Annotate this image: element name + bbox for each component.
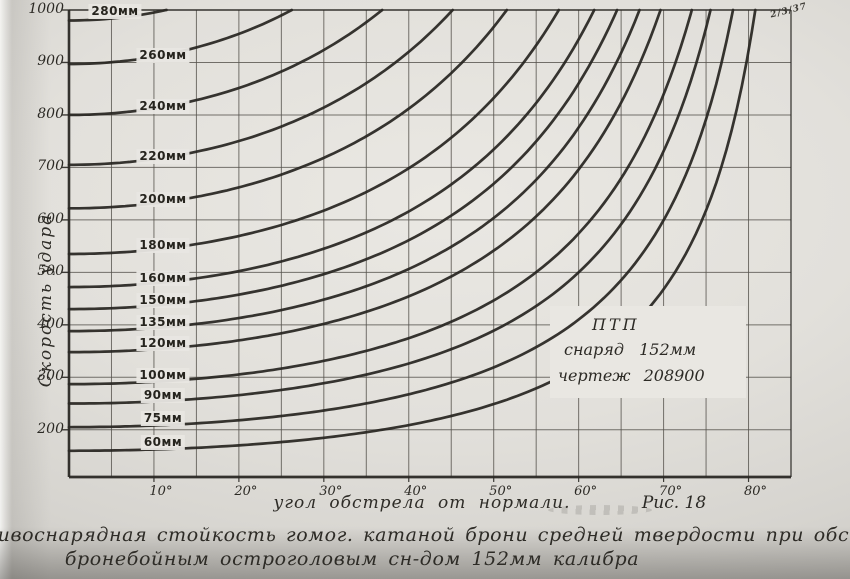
figure-number: Рис. 18 xyxy=(641,493,707,513)
curve-label: 180мм xyxy=(136,237,190,253)
curve-label: 90мм xyxy=(140,387,186,403)
curve-label: 240мм xyxy=(136,98,190,114)
y-tick-label: 700 xyxy=(37,158,64,175)
y-tick-label: 900 xyxy=(37,53,64,70)
curve-label: 200мм xyxy=(136,192,190,208)
y-tick-label: 400 xyxy=(37,315,64,332)
x-tick-label: 40° xyxy=(404,484,428,499)
note-box-line-gun: ПТП xyxy=(592,315,640,334)
curve-label: 135мм xyxy=(136,315,190,331)
curve-label: 260мм xyxy=(136,48,190,64)
pencil-smudge xyxy=(548,505,652,515)
curve-label: 280мм xyxy=(88,4,142,20)
curve-label: 160мм xyxy=(136,271,190,287)
y-tick-label: 600 xyxy=(37,210,64,227)
y-tick-label: 200 xyxy=(37,420,64,437)
y-tick-label: 300 xyxy=(37,368,64,385)
note-box-line-drawing-number: чертеж 208900 xyxy=(558,366,705,385)
x-tick-label: 60° xyxy=(574,484,598,499)
caption-line-1: Противоснарядная стойкость гомог. катано… xyxy=(0,524,850,546)
x-tick-label: 50° xyxy=(489,484,513,499)
curve-label: 150мм xyxy=(136,293,190,309)
note-box-line-shell: снаряд 152мм xyxy=(564,340,697,359)
y-tick-label: 1000 xyxy=(28,1,64,17)
y-tick-label: 800 xyxy=(37,105,64,122)
curve-label: 120мм xyxy=(136,336,190,352)
x-tick-label: 30° xyxy=(319,484,343,499)
curve-label: 220мм xyxy=(136,148,190,164)
y-tick-label: 500 xyxy=(37,263,64,280)
y-axis-title: Скорость удара xyxy=(36,212,56,388)
caption-line-2: бронебойным остроголовым сн-дом 152мм ка… xyxy=(64,548,640,570)
curve-label: 75мм xyxy=(140,411,186,427)
curve-label: 60мм xyxy=(140,434,186,450)
x-tick-label: 20° xyxy=(234,484,258,499)
curve-label: 100мм xyxy=(136,368,190,384)
x-tick-label: 10° xyxy=(149,484,173,499)
x-axis-title: угол обстрела от нормали. xyxy=(273,493,571,513)
x-tick-label: 80° xyxy=(743,484,768,499)
x-tick-label: 70° xyxy=(659,484,683,499)
